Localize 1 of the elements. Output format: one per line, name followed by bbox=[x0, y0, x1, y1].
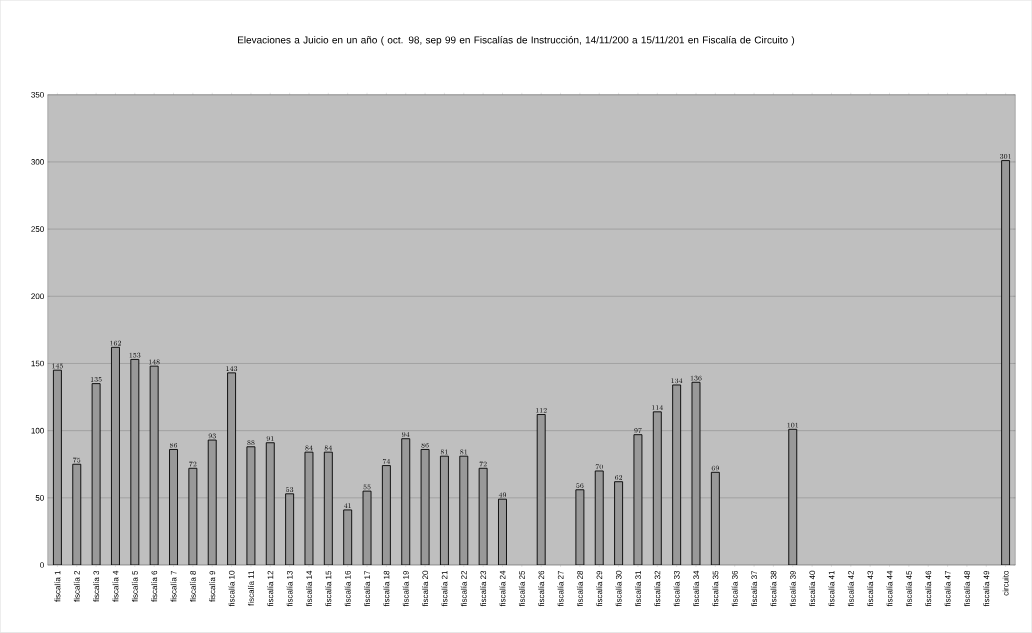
chart-title: Elevaciones a Juicio en un año ( oct. 98, sep 99 en Fiscalías de Instrucción, 14/11/200 a 15/11/201 en Fiscalía de Circuito ) bbox=[238, 36, 795, 46]
